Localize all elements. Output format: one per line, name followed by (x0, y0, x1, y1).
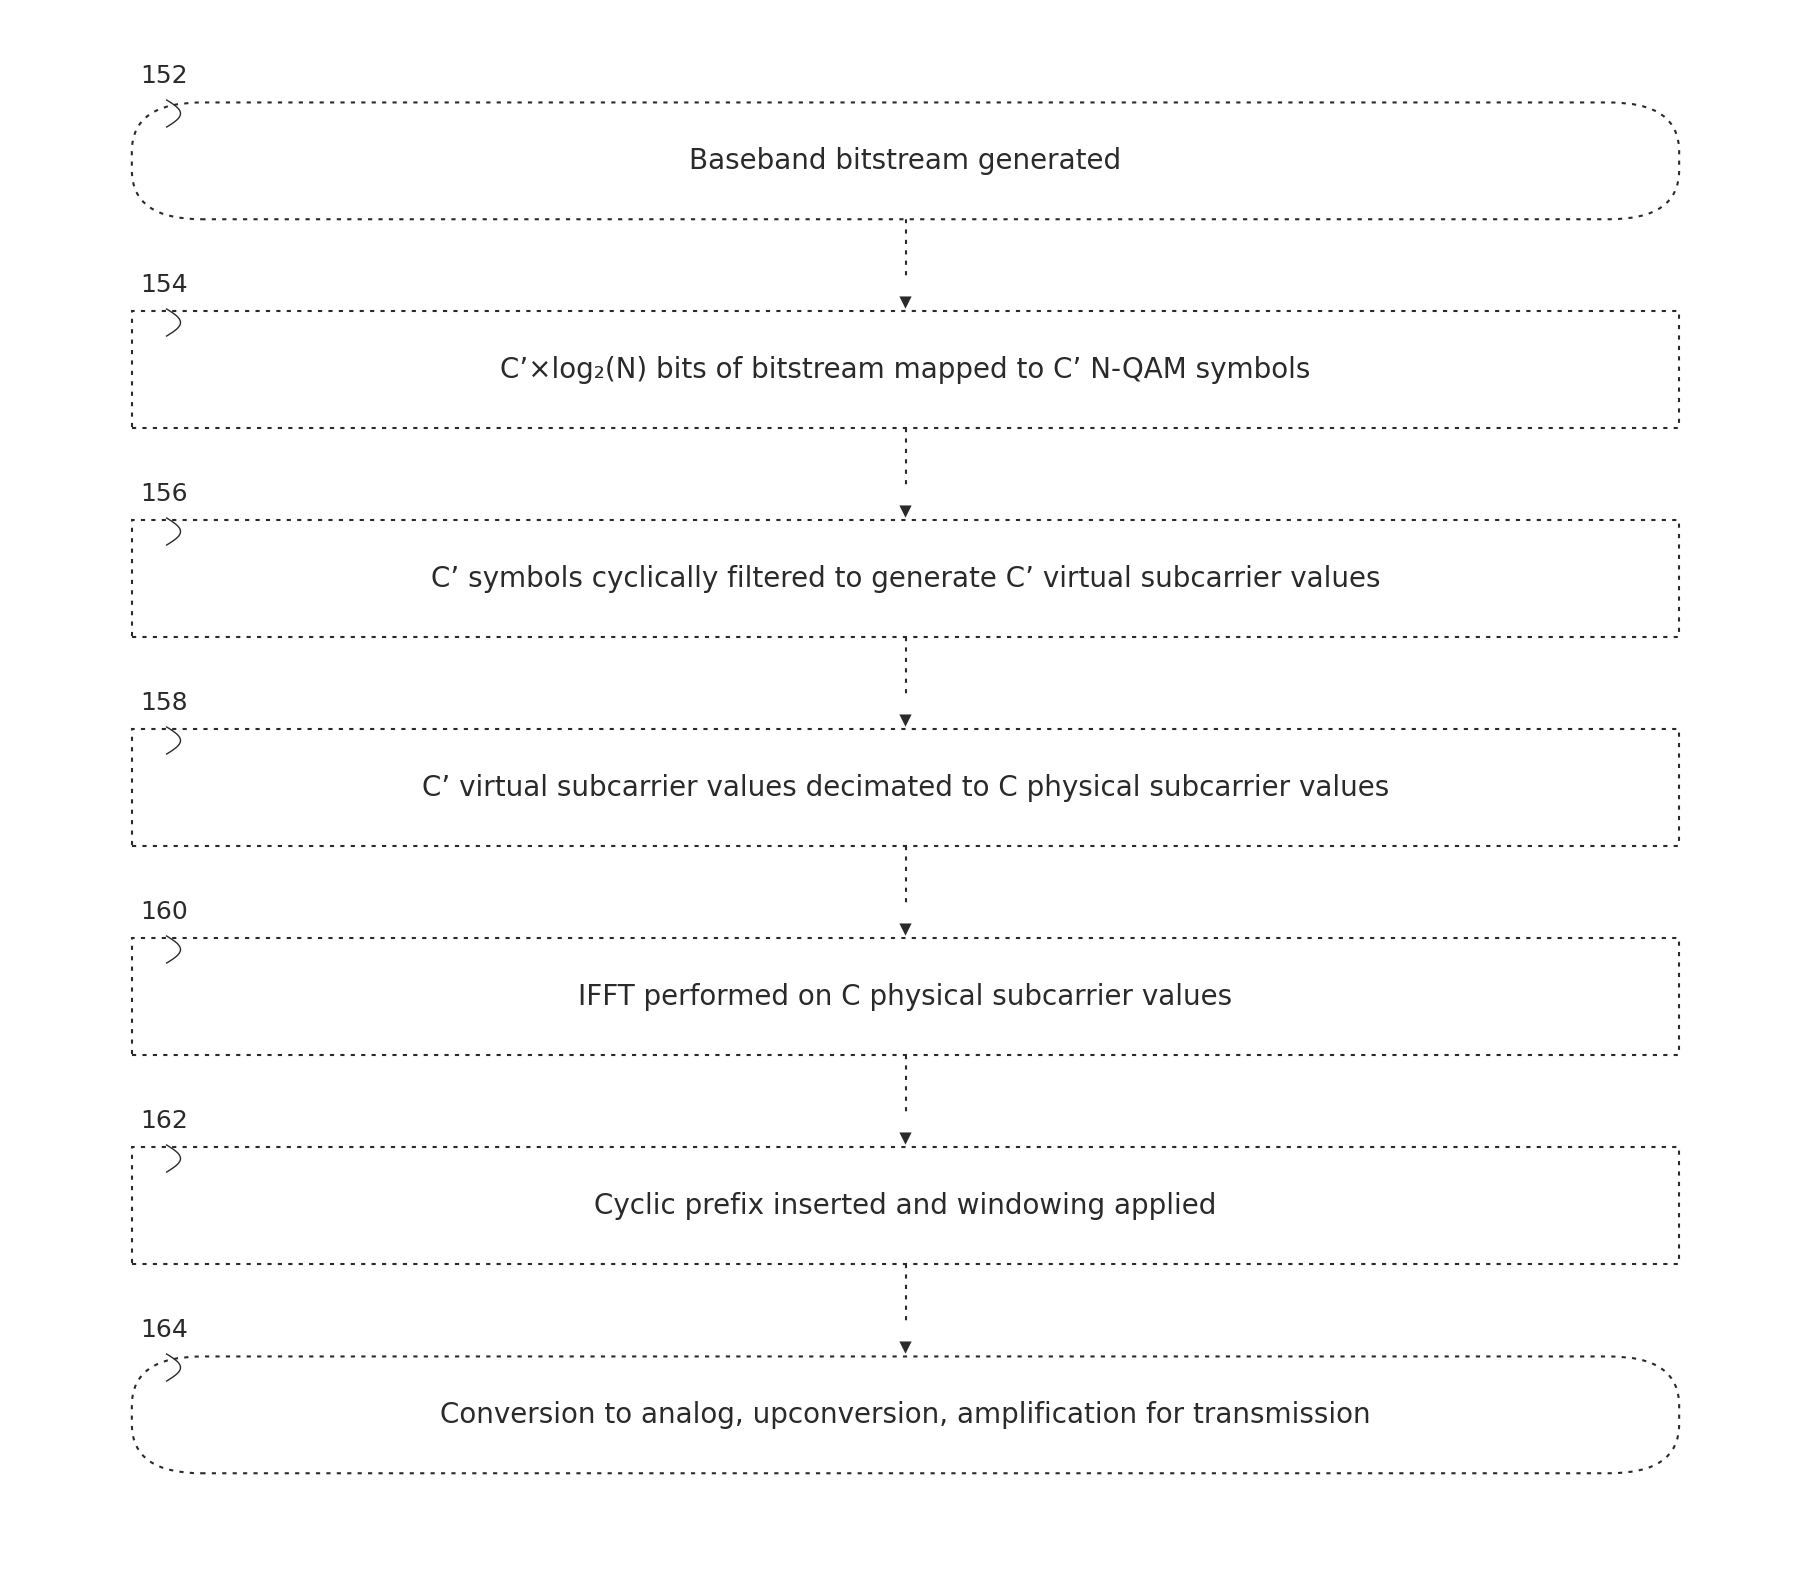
Bar (132, 311, 1679, 429)
FancyBboxPatch shape (132, 103, 1679, 219)
Text: Cyclic prefix inserted and windowing applied: Cyclic prefix inserted and windowing app… (594, 1193, 1217, 1220)
Text: Conversion to analog, upconversion, amplification for transmission: Conversion to analog, upconversion, ampl… (440, 1401, 1371, 1429)
Text: IFFT performed on C physical subcarrier values: IFFT performed on C physical subcarrier … (578, 983, 1233, 1012)
Bar (132, 1148, 1679, 1264)
Text: 162: 162 (141, 1108, 188, 1132)
Text: 164: 164 (141, 1318, 188, 1342)
Text: Baseband bitstream generated: Baseband bitstream generated (690, 146, 1121, 175)
Text: C’×log₂(N) bits of bitstream mapped to C’ N-QAM symbols: C’×log₂(N) bits of bitstream mapped to C… (500, 356, 1311, 384)
Bar (132, 939, 1679, 1056)
Text: 152: 152 (141, 64, 188, 87)
Text: C’ symbols cyclically filtered to generate C’ virtual subcarrier values: C’ symbols cyclically filtered to genera… (431, 565, 1380, 592)
Bar (132, 939, 1679, 1056)
Bar (132, 311, 1679, 429)
Bar (132, 521, 1679, 637)
Bar (132, 729, 1679, 846)
Bar (132, 521, 1679, 637)
Text: 154: 154 (141, 273, 188, 297)
Bar (132, 1148, 1679, 1264)
Text: 156: 156 (141, 481, 188, 505)
Text: 158: 158 (141, 691, 188, 715)
Text: C’ virtual subcarrier values decimated to C physical subcarrier values: C’ virtual subcarrier values decimated t… (422, 773, 1389, 802)
Text: 160: 160 (141, 900, 188, 924)
FancyBboxPatch shape (132, 1356, 1679, 1474)
Bar (132, 729, 1679, 846)
